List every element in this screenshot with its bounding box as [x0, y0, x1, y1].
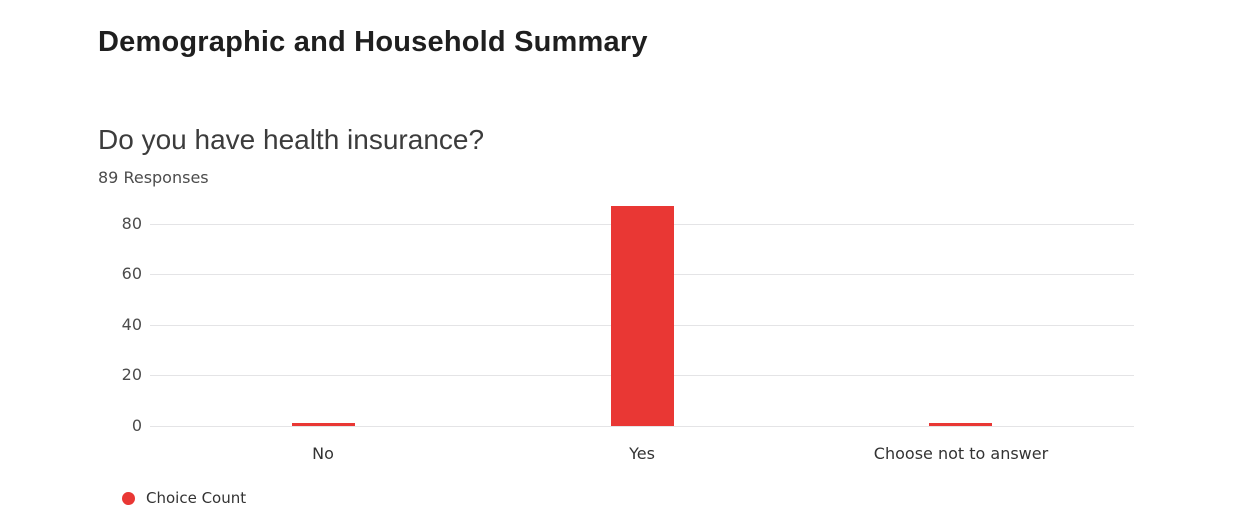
- y-axis-tick-label: 0: [131, 416, 142, 435]
- bar-yes[interactable]: [611, 206, 674, 426]
- bar-no[interactable]: [292, 423, 355, 426]
- y-axis-tick-label: 80: [121, 214, 142, 233]
- x-axis-tick-label: Yes: [629, 444, 655, 463]
- legend-label: Choice Count: [146, 489, 247, 507]
- y-axis-tick-label: 60: [121, 264, 142, 283]
- x-axis-tick-label: No: [312, 444, 334, 463]
- gridline: [150, 426, 1134, 427]
- x-axis-tick-label: Choose not to answer: [873, 444, 1049, 463]
- y-axis-tick-label: 20: [121, 365, 142, 384]
- y-axis-tick-label: 40: [121, 315, 142, 334]
- chart-legend: Choice Count: [122, 489, 246, 507]
- page-title: Demographic and Household Summary: [98, 26, 648, 58]
- legend-dot-icon: [122, 491, 135, 505]
- bar-choose-not-to-answer[interactable]: [929, 423, 992, 426]
- question-title: Do you have health insurance?: [98, 124, 485, 155]
- response-count: 89 Responses: [98, 168, 209, 187]
